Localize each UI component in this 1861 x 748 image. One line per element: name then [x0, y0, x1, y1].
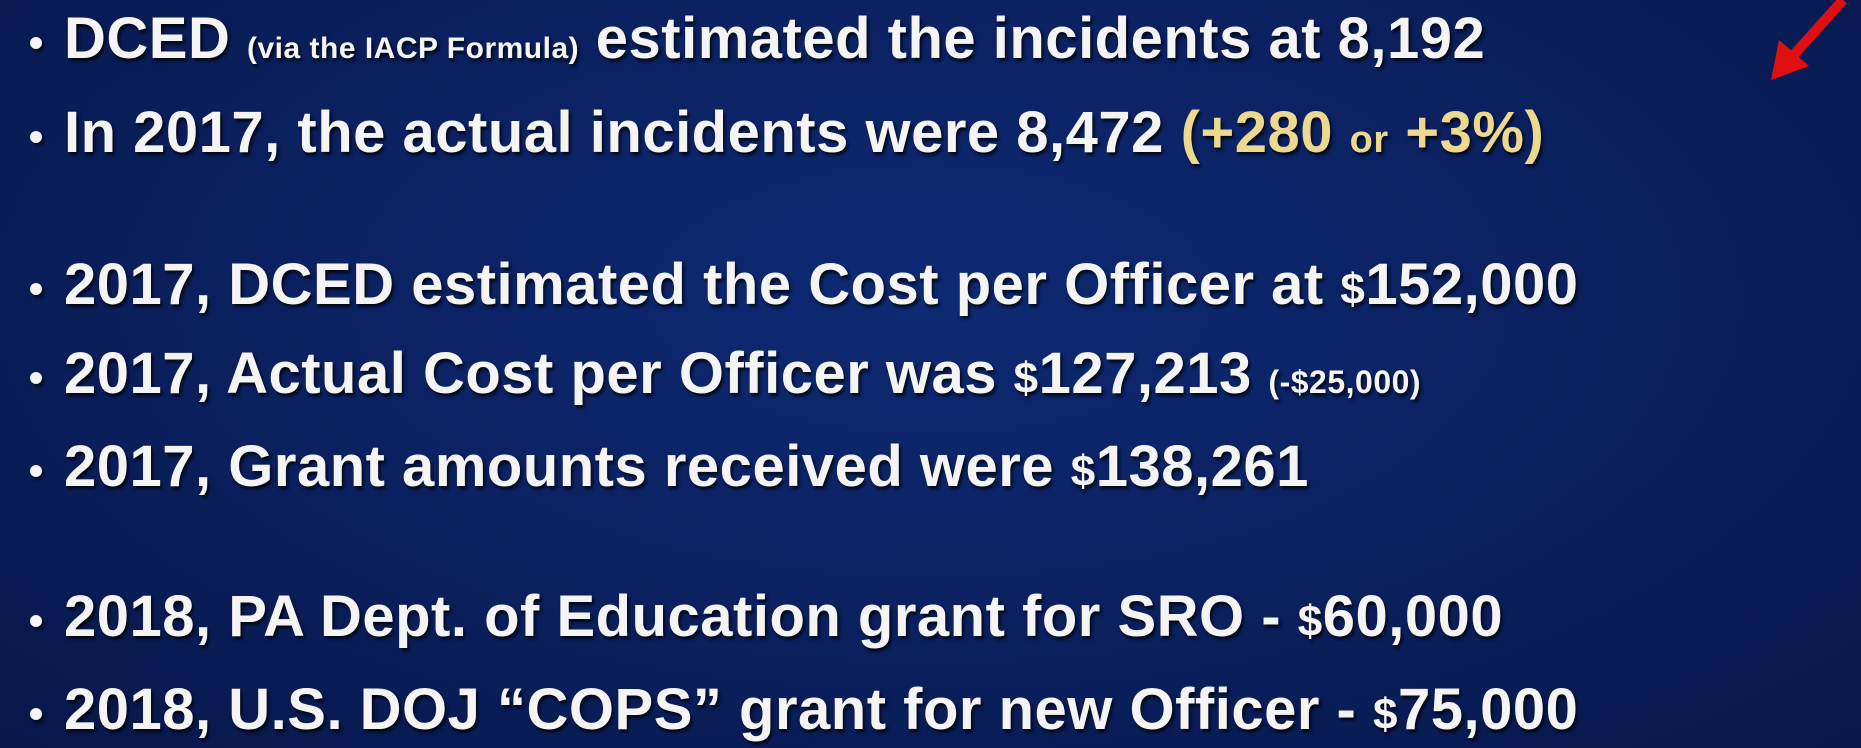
arrow-shaft — [1787, 0, 1847, 62]
text: (+280 — [1180, 100, 1334, 165]
text: 2018, U.S. DOJ “COPS” grant for new Offi… — [64, 677, 1357, 742]
bullet — [30, 282, 42, 295]
text: 2018, PA Dept. of Education grant for SR… — [64, 584, 1282, 649]
text: 2017, Actual Cost per Officer was — [64, 341, 998, 406]
text: 60,000 — [1322, 584, 1504, 649]
red-arrow — [1771, 0, 1847, 80]
text: 75,000 — [1397, 677, 1579, 742]
bullet — [30, 707, 42, 720]
text: 127,213 — [1038, 341, 1252, 406]
bullet-line: 2018, PA Dept. of Education grant for SR… — [20, 582, 1503, 657]
bullet-line: 2018, U.S. DOJ “COPS” grant for new Offi… — [20, 675, 1578, 748]
bullet-line: 2017, Actual Cost per Officer was $127,2… — [20, 339, 1421, 417]
text: $ — [1013, 354, 1039, 403]
text: In 2017, the actual incidents were 8,472 — [64, 100, 1164, 165]
text: 2017, DCED estimated the Cost per Office… — [64, 252, 1324, 317]
bullet — [30, 36, 42, 49]
text: estimated the incidents at 8,192 — [595, 6, 1486, 71]
text: 152,000 — [1365, 252, 1579, 317]
text: DCED — [64, 6, 231, 71]
text: +3%) — [1405, 100, 1545, 165]
bullet-line: 2017, DCED estimated the Cost per Office… — [20, 250, 1578, 325]
bullet — [30, 130, 42, 143]
text: 138,261 — [1095, 434, 1309, 499]
text: or — [1349, 119, 1389, 161]
text: (-$25,000) — [1268, 364, 1422, 400]
bullet-line: DCED (via the IACP Formula) estimated th… — [20, 4, 1485, 84]
text: 2017, Grant amounts received were — [64, 434, 1055, 499]
arrow-head — [1771, 40, 1809, 80]
text: $ — [1297, 597, 1323, 646]
text: $ — [1372, 690, 1398, 739]
bullet-line: 2017, Grant amounts received were $138,2… — [20, 432, 1309, 507]
bullet — [30, 614, 42, 627]
bullet — [30, 371, 42, 384]
bullet-line: In 2017, the actual incidents were 8,472… — [20, 98, 1544, 175]
text: $ — [1070, 447, 1096, 496]
bullet — [30, 464, 42, 477]
text: $ — [1340, 265, 1366, 314]
text: (via the IACP Formula) — [246, 32, 580, 65]
